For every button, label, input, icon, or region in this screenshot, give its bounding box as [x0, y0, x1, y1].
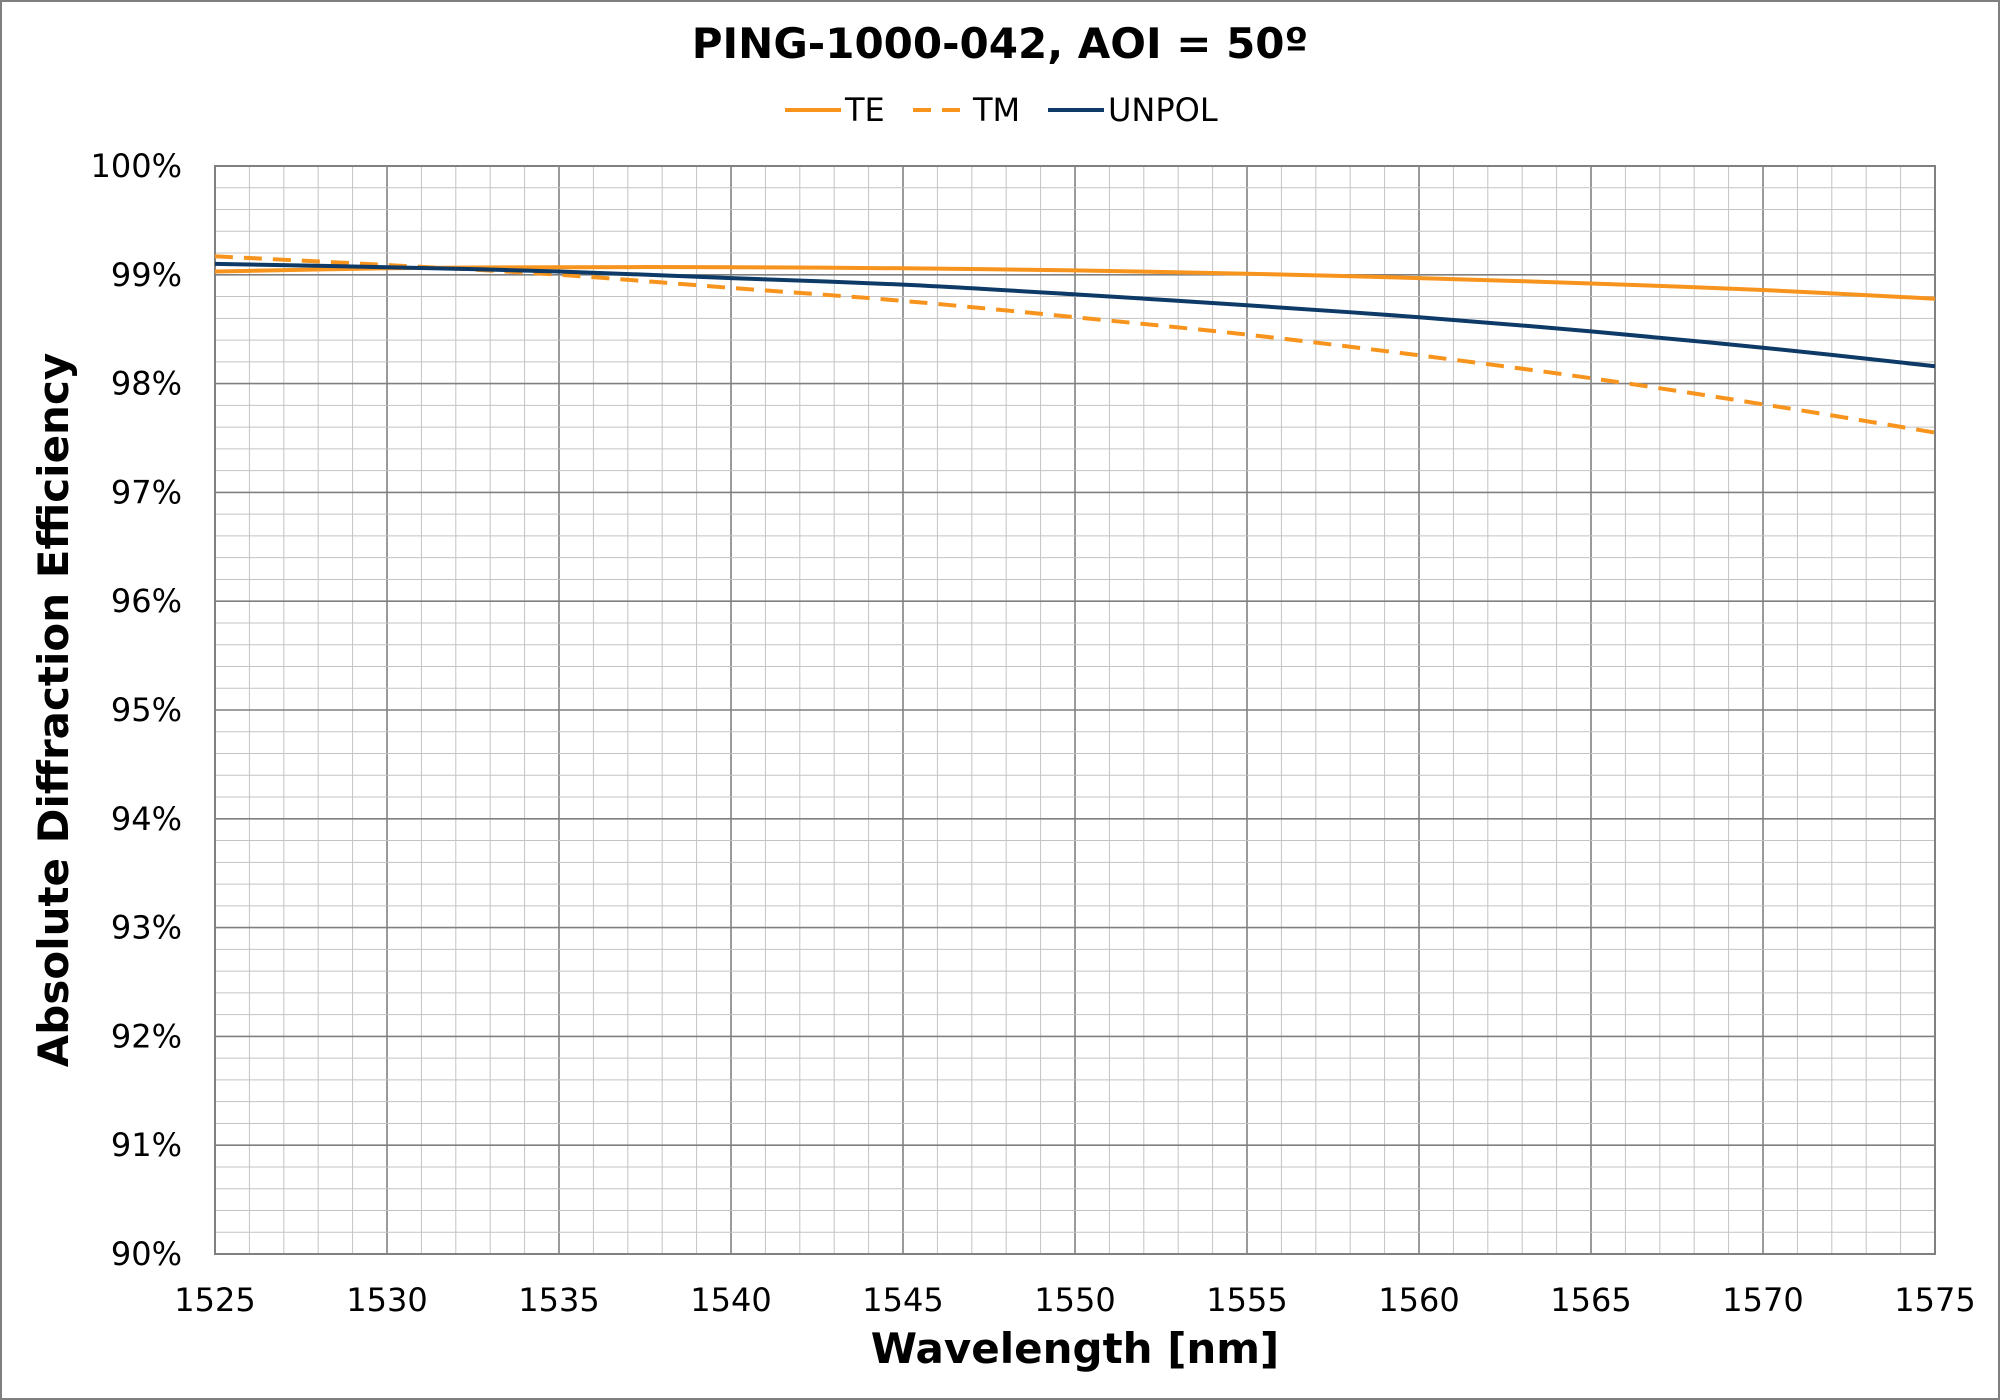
y-tick-label: 92%	[111, 1017, 182, 1055]
y-tick-label: 91%	[111, 1126, 182, 1164]
x-tick-label: 1555	[1206, 1281, 1287, 1319]
series-lines	[214, 254, 1936, 435]
legend-label-te: TE	[844, 91, 885, 129]
y-tick-label: 95%	[111, 691, 182, 729]
y-tick-label: 97%	[111, 473, 182, 511]
x-tick-label: 1575	[1894, 1281, 1975, 1319]
x-tick-label: 1545	[862, 1281, 943, 1319]
x-axis-ticks: 1525 1530 1535 1540 1545 1550 1555 1560 1565 1570…	[174, 1281, 1975, 1319]
y-tick-label: 99%	[111, 256, 182, 294]
chart-title: PING-1000-042, AOI = 50º	[692, 19, 1308, 68]
legend: TE TM UNPOL	[785, 91, 1218, 129]
x-tick-label: 1530	[346, 1281, 427, 1319]
y-tick-label: 93%	[111, 909, 182, 947]
y-axis-title: Absolute Diffraction Efficiency	[29, 353, 78, 1067]
x-axis-title: Wavelength [nm]	[871, 1324, 1280, 1373]
y-axis-ticks: 90% 91% 92% 93% 94% 95% 96% 97% 98% 99% 100%	[91, 147, 182, 1273]
x-tick-label: 1540	[690, 1281, 771, 1319]
y-tick-label: 90%	[111, 1235, 182, 1273]
plot-grid	[214, 165, 1936, 1255]
legend-label-tm: TM	[972, 91, 1020, 129]
y-tick-label: 96%	[111, 582, 182, 620]
y-tick-label: 94%	[111, 800, 182, 838]
legend-label-unpol: UNPOL	[1108, 91, 1218, 129]
x-tick-label: 1535	[518, 1281, 599, 1319]
y-tick-label: 100%	[91, 147, 182, 185]
x-tick-label: 1565	[1550, 1281, 1631, 1319]
series-line-te	[214, 265, 1936, 301]
series-line-unpol	[214, 261, 1936, 369]
plot-area	[214, 165, 1936, 1255]
x-tick-label: 1570	[1722, 1281, 1803, 1319]
x-tick-label: 1550	[1034, 1281, 1115, 1319]
x-tick-label: 1560	[1378, 1281, 1459, 1319]
y-tick-label: 98%	[111, 365, 182, 403]
x-tick-label: 1525	[174, 1281, 255, 1319]
